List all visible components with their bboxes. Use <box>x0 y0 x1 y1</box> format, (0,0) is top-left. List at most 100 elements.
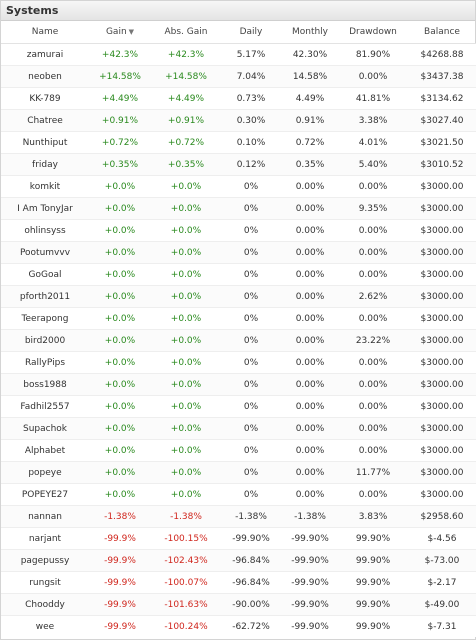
table-row[interactable]: Alphabet +0.0% +0.0% 0% 0.00% 0.00% $3000.00 <box>1 439 476 462</box>
cell-name[interactable]: Fadhil2557 <box>1 395 89 418</box>
table-row[interactable]: friday +0.35% +0.35% 0.12% 0.35% 5.40% $3010.5… <box>1 153 476 176</box>
table-row[interactable]: bird2000 +0.0% +0.0% 0% 0.00% 23.22% $3000.00 <box>1 329 476 352</box>
cell-balance: $2958.60 <box>407 505 476 528</box>
cell-drawdown: 0.00% <box>339 483 407 506</box>
cell-name[interactable]: komkit <box>1 175 89 198</box>
cell-name[interactable]: popeye <box>1 461 89 484</box>
cell-daily: -1.38% <box>221 505 281 528</box>
cell-name[interactable]: wee <box>1 615 89 637</box>
cell-name[interactable]: Alphabet <box>1 439 89 462</box>
table-row[interactable]: narjant -99.9% -100.15% -99.90% -99.90% 99.90… <box>1 527 476 550</box>
cell-abs-gain: +0.0% <box>151 483 221 506</box>
table-row[interactable]: Nunthiput +0.72% +0.72% 0.10% 0.72% 4.01% $302… <box>1 131 476 154</box>
table-row[interactable]: rungsit -99.9% -100.07% -96.84% -99.90% 99.90… <box>1 571 476 594</box>
cell-drawdown: 0.00% <box>339 417 407 440</box>
cell-monthly: 0.00% <box>281 241 339 264</box>
column-header-daily[interactable]: Daily <box>221 21 281 44</box>
cell-monthly: 0.00% <box>281 483 339 506</box>
cell-gain: +0.0% <box>89 263 151 286</box>
table-header-row: Name Gain ▼ Abs. Gain Daily Monthly Drawd… <box>1 21 476 44</box>
column-header-monthly[interactable]: Monthly <box>281 21 339 44</box>
table-row[interactable]: KK-789 +4.49% +4.49% 0.73% 4.49% 41.81% $3134.… <box>1 87 476 110</box>
cell-gain: +0.0% <box>89 197 151 220</box>
cell-daily: 5.17% <box>221 43 281 66</box>
cell-balance: $3000.00 <box>407 439 476 462</box>
cell-name[interactable]: Nunthiput <box>1 131 89 154</box>
column-header-balance[interactable]: Balance <box>407 21 476 44</box>
column-header-name-label: Name <box>31 27 59 37</box>
table-row[interactable]: pforth2011 +0.0% +0.0% 0% 0.00% 2.62% $3000.00 <box>1 285 476 308</box>
cell-name[interactable]: boss1988 <box>1 373 89 396</box>
cell-name[interactable]: friday <box>1 153 89 176</box>
cell-monthly: -99.90% <box>281 593 339 616</box>
cell-daily: 0% <box>221 395 281 418</box>
column-header-monthly-label: Monthly <box>291 27 329 37</box>
cell-abs-gain: +0.0% <box>151 439 221 462</box>
table-row[interactable]: neoben +14.58% +14.58% 7.04% 14.58% 0.00% $343… <box>1 65 476 88</box>
column-header-abs-gain[interactable]: Abs. Gain <box>151 21 221 44</box>
cell-drawdown: 0.00% <box>339 373 407 396</box>
table-row[interactable]: popeye +0.0% +0.0% 0% 0.00% 11.77% $3000.00 <box>1 461 476 484</box>
cell-name[interactable]: Chooddy <box>1 593 89 616</box>
cell-name[interactable]: pforth2011 <box>1 285 89 308</box>
cell-gain: +0.0% <box>89 373 151 396</box>
cell-name[interactable]: KK-789 <box>1 87 89 110</box>
table-row[interactable]: GoGoal +0.0% +0.0% 0% 0.00% 0.00% $3000.00 <box>1 263 476 286</box>
cell-balance: $3000.00 <box>407 373 476 396</box>
cell-name[interactable]: bird2000 <box>1 329 89 352</box>
cell-daily: 0% <box>221 461 281 484</box>
table-row[interactable]: pagepussy -99.9% -102.43% -96.84% -99.90% 99.… <box>1 549 476 572</box>
cell-name[interactable]: nannan <box>1 505 89 528</box>
table-row[interactable]: RallyPips +0.0% +0.0% 0% 0.00% 0.00% $3000.00 <box>1 351 476 374</box>
cell-balance: $3000.00 <box>407 461 476 484</box>
cell-daily: 0% <box>221 483 281 506</box>
cell-name[interactable]: Pootumvvv <box>1 241 89 264</box>
cell-drawdown: 0.00% <box>339 307 407 330</box>
cell-gain: +0.72% <box>89 131 151 154</box>
cell-abs-gain: -1.38% <box>151 505 221 528</box>
cell-monthly: 0.00% <box>281 329 339 352</box>
cell-name[interactable]: pagepussy <box>1 549 89 572</box>
cell-name[interactable]: GoGoal <box>1 263 89 286</box>
cell-name[interactable]: zamurai <box>1 43 89 66</box>
table-row[interactable]: Pootumvvv +0.0% +0.0% 0% 0.00% 0.00% $3000.00 <box>1 241 476 264</box>
cell-name[interactable]: Teerapong <box>1 307 89 330</box>
cell-abs-gain: +0.0% <box>151 307 221 330</box>
cell-drawdown: 0.00% <box>339 65 407 88</box>
table-row[interactable]: Teerapong +0.0% +0.0% 0% 0.00% 0.00% $3000.00 <box>1 307 476 330</box>
table-row[interactable]: wee -99.9% -100.24% -62.72% -99.90% 99.90% $-7… <box>1 615 476 637</box>
cell-abs-gain: +0.0% <box>151 461 221 484</box>
cell-abs-gain: +14.58% <box>151 65 221 88</box>
cell-gain: +0.0% <box>89 307 151 330</box>
cell-name[interactable]: narjant <box>1 527 89 550</box>
table-row[interactable]: ohlinsyss +0.0% +0.0% 0% 0.00% 0.00% $3000.00 <box>1 219 476 242</box>
cell-monthly: 0.00% <box>281 263 339 286</box>
cell-gain: +0.0% <box>89 219 151 242</box>
table-row[interactable]: nannan -1.38% -1.38% -1.38% -1.38% 3.83% $2958… <box>1 505 476 528</box>
column-header-drawdown[interactable]: Drawdown <box>339 21 407 44</box>
table-row[interactable]: Supachok +0.0% +0.0% 0% 0.00% 0.00% $3000.00 <box>1 417 476 440</box>
column-header-balance-label: Balance <box>424 27 460 37</box>
table-row[interactable]: Chooddy -99.9% -101.63% -90.00% -99.90% 99.90… <box>1 593 476 616</box>
column-header-gain[interactable]: Gain ▼ <box>89 21 151 44</box>
table-row[interactable]: Chatree +0.91% +0.91% 0.30% 0.91% 3.38% $3027.… <box>1 109 476 132</box>
table-row[interactable]: komkit +0.0% +0.0% 0% 0.00% 0.00% $3000.00 <box>1 175 476 198</box>
cell-name[interactable]: POPEYE27 <box>1 483 89 506</box>
cell-daily: -99.90% <box>221 527 281 550</box>
cell-name[interactable]: rungsit <box>1 571 89 594</box>
cell-name[interactable]: ohlinsyss <box>1 219 89 242</box>
table-row[interactable]: boss1988 +0.0% +0.0% 0% 0.00% 0.00% $3000.00 <box>1 373 476 396</box>
cell-name[interactable]: RallyPips <box>1 351 89 374</box>
table-row[interactable]: I Am TonyJar +0.0% +0.0% 0% 0.00% 9.35% $3000.… <box>1 197 476 220</box>
cell-abs-gain: +0.0% <box>151 241 221 264</box>
cell-name[interactable]: Chatree <box>1 109 89 132</box>
cell-daily: 0.12% <box>221 153 281 176</box>
cell-daily: 0% <box>221 285 281 308</box>
table-row[interactable]: Fadhil2557 +0.0% +0.0% 0% 0.00% 0.00% $3000.00 <box>1 395 476 418</box>
cell-name[interactable]: Supachok <box>1 417 89 440</box>
cell-name[interactable]: I Am TonyJar <box>1 197 89 220</box>
column-header-name[interactable]: Name <box>1 21 89 44</box>
table-row[interactable]: POPEYE27 +0.0% +0.0% 0% 0.00% 0.00% $3000.00 <box>1 483 476 506</box>
table-row[interactable]: zamurai +42.3% +42.3% 5.17% 42.30% 81.90% $426… <box>1 43 476 66</box>
cell-name[interactable]: neoben <box>1 65 89 88</box>
